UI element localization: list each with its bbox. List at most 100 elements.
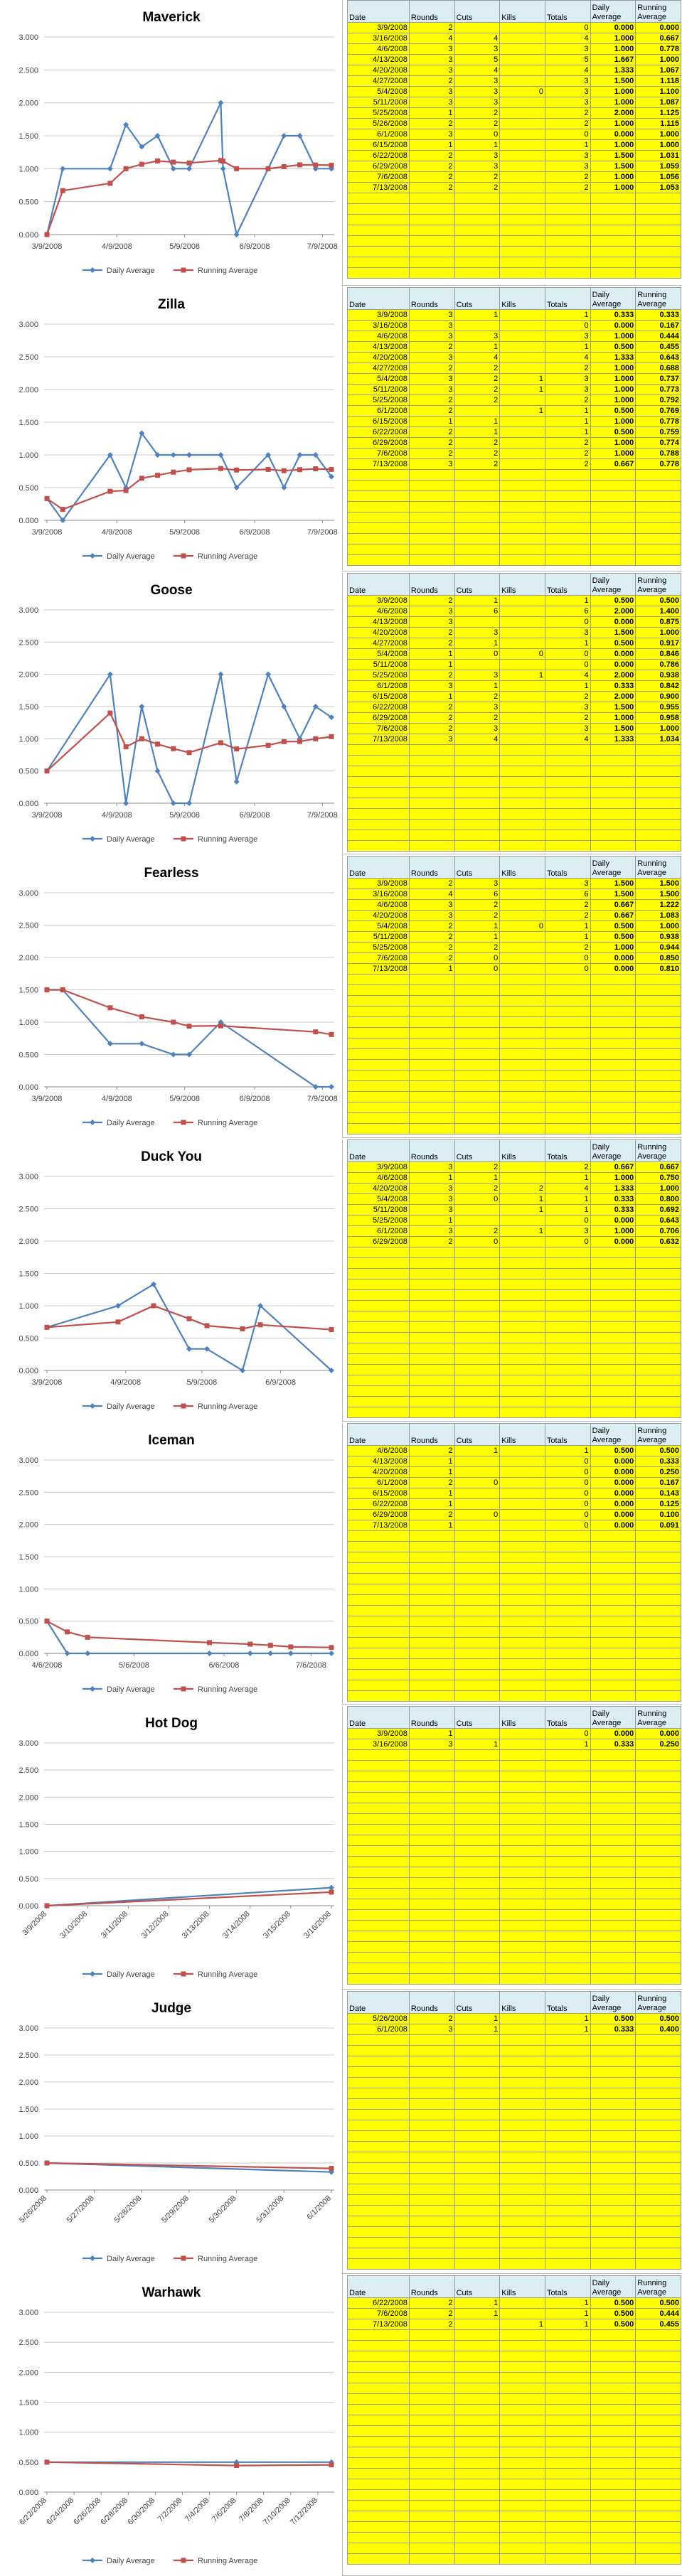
table-cell-running-average: 0.958 [635,712,681,724]
table-cell-running-average [635,1562,681,1574]
running-average-point [313,466,319,472]
table-cell-cuts [454,554,501,566]
table-cell-daily-average [590,2162,636,2174]
table-cell-cuts [454,2457,501,2469]
table-cell-cuts: 1 [454,595,501,606]
table-cell-date [347,974,410,985]
table-cell-date [347,533,410,544]
table-cell-rounds: 3 [408,680,455,692]
table-cell-cuts [454,819,501,830]
table-cell-running-average [635,2393,681,2405]
table-cell-totals: 0 [544,952,591,964]
daily-average-point [312,452,319,458]
table-cell-totals: 1 [544,680,591,692]
x-tick-label: 4/9/2008 [102,242,132,251]
table-cell-kills [499,910,545,921]
table-row: 6/29/2008 2 3 3 1.500 1.059 [347,161,681,172]
y-tick-label: 0.000 [18,1367,38,1375]
table-cell-cuts: 3 [454,97,501,108]
table-cell-running-average [635,1931,681,1942]
table-cell-kills [499,203,545,215]
table-cell-cuts [454,2237,501,2248]
table-cell-running-average: 1.034 [635,734,681,745]
table-cell-date [347,2141,410,2152]
table-row [347,2383,681,2394]
table-cell-rounds [408,1080,455,1092]
table-cell-running-average [635,1856,681,1867]
table-row [347,1300,681,1311]
table-cell-kills [499,755,545,766]
table-row [347,1289,681,1301]
table-cell-totals [544,554,591,566]
table-cell-rounds: 3 [408,86,455,97]
table-cell-totals: 4 [544,670,591,681]
y-tick-label: 2.500 [18,1766,38,1775]
table-cell-date [347,1824,410,1835]
table-cell-date: 6/29/2008 [347,712,410,724]
table-cell-cuts [454,1123,501,1134]
table-cell-totals [544,776,591,788]
table-cell-running-average [635,2457,681,2469]
table-cell-daily-average: 0.500 [590,931,636,943]
running-average-point [186,467,192,473]
table-cell-daily-average: 1.000 [590,395,636,406]
table-row [347,1792,681,1803]
table-cell-daily-average: 1.500 [590,702,636,713]
table-cell-date: 7/6/2008 [347,448,410,459]
table-row [347,1931,681,1942]
table-cell-kills [499,1803,545,1814]
table-cell-kills [499,2489,545,2501]
table-row [347,1963,681,1974]
table-cell-totals [544,1637,591,1648]
table-cell-running-average [635,974,681,985]
table-cell-daily-average [590,1835,636,1846]
running-average-point [329,734,334,739]
x-tick-label: 6/28/2008 [99,2496,129,2527]
y-tick-label: 1.000 [18,451,38,460]
table-cell-date [347,2034,410,2046]
table-cell-cuts [454,235,501,247]
table-cell-rounds [408,544,455,555]
table-cell-cuts: 2 [454,910,501,921]
running-average-point [329,1889,334,1895]
table-cell-rounds: 3 [408,352,455,363]
table-cell-date [347,2436,410,2447]
table-cell-cuts [454,1311,501,1322]
table-cell-running-average [635,1070,681,1081]
daily-average-point [186,1051,192,1058]
table-cell-running-average [635,2468,681,2479]
table-cell-date [347,2162,410,2174]
table-cell-date [347,2329,410,2341]
table-cell-date: 3/9/2008 [347,1161,410,1173]
table-cell-rounds: 2 [408,75,455,87]
table-cell-running-average [635,2383,681,2394]
y-tick-label: 2.000 [18,1521,38,1530]
table-cell-running-average: 0.250 [635,1466,681,1478]
table-cell-kills [499,1477,545,1488]
table-cell-rounds [408,469,455,481]
table-cell-rounds: 2 [408,952,455,964]
table-cell-running-average: 0.750 [635,1172,681,1184]
legend-label-running: Running Average [198,1685,257,1694]
x-tick-label: 5/31/2008 [255,2194,285,2225]
table-cell-kills [499,1637,545,1648]
table-cell-kills [499,1112,545,1124]
table-cell-date [347,2098,410,2110]
table-cell-running-average [635,2109,681,2120]
table-cell-running-average: 1.400 [635,606,681,617]
table-cell-cuts: 3 [454,161,501,172]
player-panel: Warhawk 0.000 0.500 1.000 1.500 2.000 2.500 3.0… [0,2275,682,2576]
daily-average-point [186,1346,192,1352]
table-cell-cuts: 6 [454,889,501,900]
table-cell-rounds: 1 [408,1172,455,1184]
table-cell-totals [544,1385,591,1397]
running-average-point [329,2462,334,2468]
table-cell-rounds [408,1888,455,1899]
table-row: 6/22/2008 2 1 1 0.500 0.759 [347,426,681,438]
table-cell-date: 5/4/2008 [347,921,410,932]
table-cell-running-average [635,2425,681,2437]
stats-table: Date Rounds Cuts Kills Totals Daily Average Run… [347,856,681,1134]
table-cell-daily-average: 0.000 [590,1728,636,1739]
table-row [347,776,681,788]
table-cell-kills [499,246,545,257]
